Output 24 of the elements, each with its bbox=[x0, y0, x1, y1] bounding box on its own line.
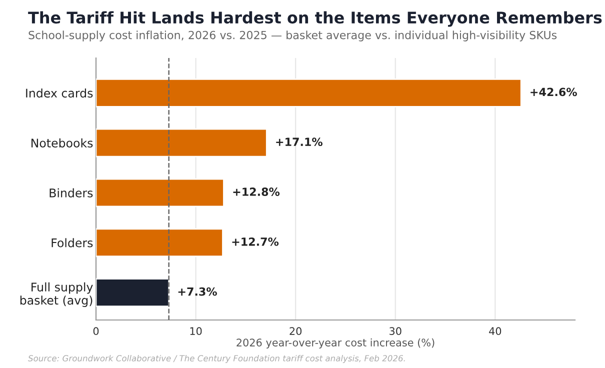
data-label: +12.7% bbox=[232, 237, 279, 246]
x-tick-label: 30 bbox=[390, 327, 402, 336]
bar bbox=[96, 278, 170, 307]
chart-title: The Tariff Hit Lands Hardest on the Items Everyone Remembers bbox=[28, 11, 602, 27]
bar bbox=[96, 78, 522, 108]
y-tick-label: Index cards bbox=[26, 88, 93, 98]
y-tick-label: Notebooks bbox=[32, 138, 93, 148]
source-note: Source: Groundwork Collaborative / The Century Foundation tariff cost analysis, Feb 2026. bbox=[28, 354, 405, 364]
data-label: +7.3% bbox=[178, 287, 217, 296]
y-tick-label: Full supply basket (avg) bbox=[20, 282, 93, 307]
x-tick-label: 0 bbox=[93, 327, 99, 336]
y-tick-label: Binders bbox=[50, 188, 93, 198]
bar bbox=[96, 228, 224, 258]
x-tick-label: 10 bbox=[190, 327, 202, 336]
x-axis-title: 2026 year-over-year cost increase (%) bbox=[236, 338, 434, 348]
data-label: +12.8% bbox=[233, 188, 280, 196]
bar bbox=[96, 178, 224, 208]
data-label: +17.1% bbox=[276, 138, 322, 146]
bar bbox=[96, 128, 268, 158]
y-tick-label: Folders bbox=[52, 238, 93, 248]
x-tick-label: 20 bbox=[290, 327, 302, 336]
chart-subtitle: School-supply cost inflation, 2026 vs. 2025 — basket average vs. individual high-visibility SKUs bbox=[28, 30, 557, 42]
x-tick-label: 40 bbox=[489, 327, 502, 336]
data-label: +42.6% bbox=[530, 88, 577, 96]
